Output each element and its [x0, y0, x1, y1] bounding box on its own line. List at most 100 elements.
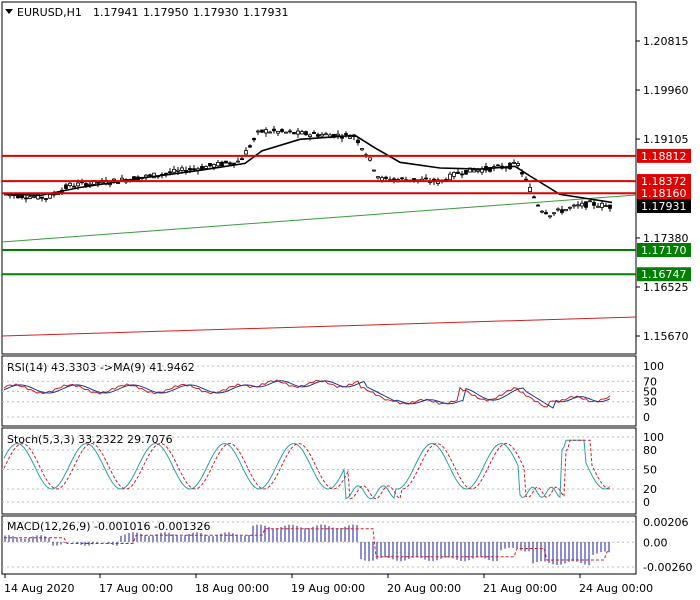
candle-body	[580, 202, 584, 207]
candle-body	[48, 194, 52, 199]
moving-average-line	[4, 134, 613, 204]
indicator-tick-label: 50	[643, 464, 657, 477]
candle-body	[256, 130, 260, 133]
open-value: 1.17941	[93, 6, 139, 19]
candle-body	[300, 131, 304, 135]
macd-label: MACD(12,26,9) -0.001016 -0.001326	[7, 520, 210, 533]
candle-body	[76, 182, 80, 187]
red-trendline[interactable]	[1, 316, 637, 337]
time-tick-label: 17 Aug 00:00	[99, 582, 173, 595]
level-label: 1.18160	[641, 187, 687, 200]
candle-body	[244, 150, 248, 155]
candle-body	[36, 193, 40, 200]
candle-body	[320, 133, 324, 137]
candle-body	[344, 133, 348, 135]
candle-body	[188, 168, 192, 171]
candle-body	[180, 167, 184, 171]
candle-body	[540, 210, 544, 213]
indicator-tick-label: 50	[643, 386, 657, 399]
candle-body	[592, 202, 596, 206]
candle-body	[584, 201, 588, 208]
green-trendline[interactable]	[1, 194, 637, 243]
current-price-badge	[637, 199, 691, 213]
stoch-panel-frame	[1, 427, 637, 515]
candle-body	[24, 197, 28, 200]
candles-group	[4, 125, 612, 219]
candle-body	[248, 145, 252, 148]
candle-body	[520, 172, 524, 175]
price-axis: 1.20815 1.19960 1.19105 1.17380 1.16525 1.156…	[636, 35, 689, 343]
candle-body	[464, 170, 468, 175]
macd-signal-line	[4, 528, 610, 561]
candle-body	[360, 148, 364, 151]
candle-body	[272, 128, 276, 132]
candle-body	[548, 215, 552, 218]
candle-body	[64, 184, 68, 189]
candle-body	[148, 174, 152, 177]
indicator-tick-label: 70	[643, 375, 657, 388]
candle-body	[280, 129, 284, 132]
collapse-triangle-icon[interactable]	[5, 9, 13, 14]
candle-body	[96, 181, 100, 184]
candle-body	[240, 158, 244, 161]
level-badge	[637, 267, 691, 282]
level-label: 1.16747	[641, 268, 687, 281]
candle-body	[608, 204, 612, 209]
time-tick-label: 19 Aug 00:00	[291, 582, 365, 595]
time-tick-label: 24 Aug 00:00	[579, 582, 653, 595]
stoch-d-line	[3, 439, 611, 500]
candle-body	[600, 202, 604, 208]
indicator-tick-label: 100	[643, 431, 664, 444]
price-tick-label: 1.15670	[643, 330, 689, 343]
candle-body	[208, 163, 212, 167]
candle-body	[512, 162, 516, 164]
candle-body	[392, 178, 396, 181]
symbol-label: EURUSD,H1	[17, 6, 82, 19]
candle-body	[168, 171, 172, 174]
candle-body	[172, 168, 176, 173]
candle-body	[308, 134, 312, 137]
candle-body	[556, 208, 560, 211]
candle-body	[176, 169, 180, 172]
price-tick-label: 1.16525	[643, 281, 689, 294]
current-price-label: 1.17931	[641, 200, 687, 213]
candle-body	[472, 169, 476, 173]
candle-body	[324, 133, 328, 136]
candle-body	[212, 164, 216, 168]
time-tick-label: 18 Aug 00:00	[195, 582, 269, 595]
candle-body	[68, 182, 72, 186]
indicator-tick-label: 80	[643, 444, 657, 457]
level-label: 1.18812	[641, 150, 687, 163]
high-value: 1.17950	[143, 6, 189, 19]
time-tick-label: 20 Aug 00:00	[387, 582, 461, 595]
candle-body	[456, 171, 460, 174]
price-tick-label: 1.19960	[643, 84, 689, 97]
candle-body	[316, 134, 320, 137]
candle-body	[552, 212, 556, 215]
level-badge	[637, 148, 691, 163]
candle-body	[292, 132, 296, 135]
main-panel-frame	[1, 1, 637, 355]
candle-body	[204, 166, 208, 169]
candle-body	[376, 176, 380, 179]
indicator-tick-label: 0.00	[643, 536, 668, 549]
candle-body	[216, 161, 220, 167]
candle-body	[528, 186, 532, 193]
candle-body	[544, 212, 548, 215]
rsi-label: RSI(14) 43.3303 ->MA(9) 41.9462	[7, 361, 195, 374]
candle-body	[296, 130, 300, 135]
candle-body	[348, 136, 352, 139]
stoch-k-line	[3, 439, 611, 500]
candle-body	[340, 136, 344, 139]
candle-body	[312, 131, 316, 134]
candle-body	[572, 204, 576, 207]
candle-body	[72, 185, 76, 188]
candle-body	[120, 177, 124, 181]
candle-body	[260, 129, 264, 133]
candle-body	[228, 162, 232, 165]
indicator-tick-label: 0.00206	[643, 516, 689, 529]
indicator-tick-label: 20	[643, 483, 657, 496]
